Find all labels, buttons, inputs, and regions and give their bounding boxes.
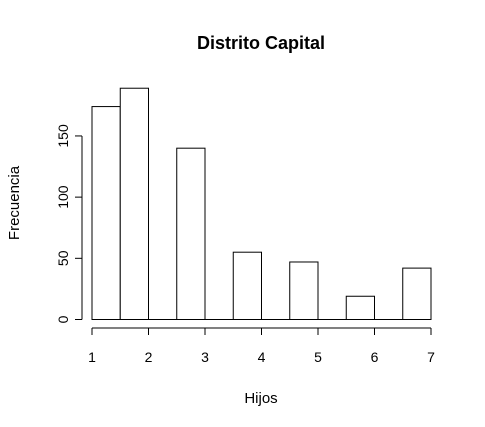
chart-title: Distrito Capital (197, 33, 325, 53)
x-tick-label-2: 3 (201, 349, 209, 365)
y-tick-label-1: 50 (55, 250, 71, 266)
x-tick-label-3: 4 (258, 349, 266, 365)
x-tick-label-5: 6 (371, 349, 379, 365)
histogram-bar-7 (289, 261, 319, 321)
bars-group (91, 87, 432, 321)
y-tick-label-2: 100 (55, 185, 71, 209)
y-axis: 0 50 100 150 (55, 124, 83, 323)
histogram-bar-5 (232, 251, 262, 320)
histogram-bar-3 (176, 147, 206, 320)
x-tick-label-0: 1 (88, 349, 96, 365)
x-tick-label-1: 2 (145, 349, 153, 365)
histogram-bar-0 (91, 106, 121, 320)
y-axis-label: Frecuencia (6, 165, 23, 240)
y-tick-label-0: 0 (55, 315, 71, 323)
x-tick-label-6: 7 (427, 349, 435, 365)
histogram-bar-9 (345, 295, 375, 320)
x-tick-label-4: 5 (314, 349, 322, 365)
histogram-bar-1 (119, 87, 149, 320)
x-axis-label: Hijos (244, 390, 277, 407)
x-axis: 1 2 3 4 5 6 7 (88, 327, 435, 365)
y-tick-label-3: 150 (55, 124, 71, 148)
histogram-bar-11 (402, 267, 432, 321)
